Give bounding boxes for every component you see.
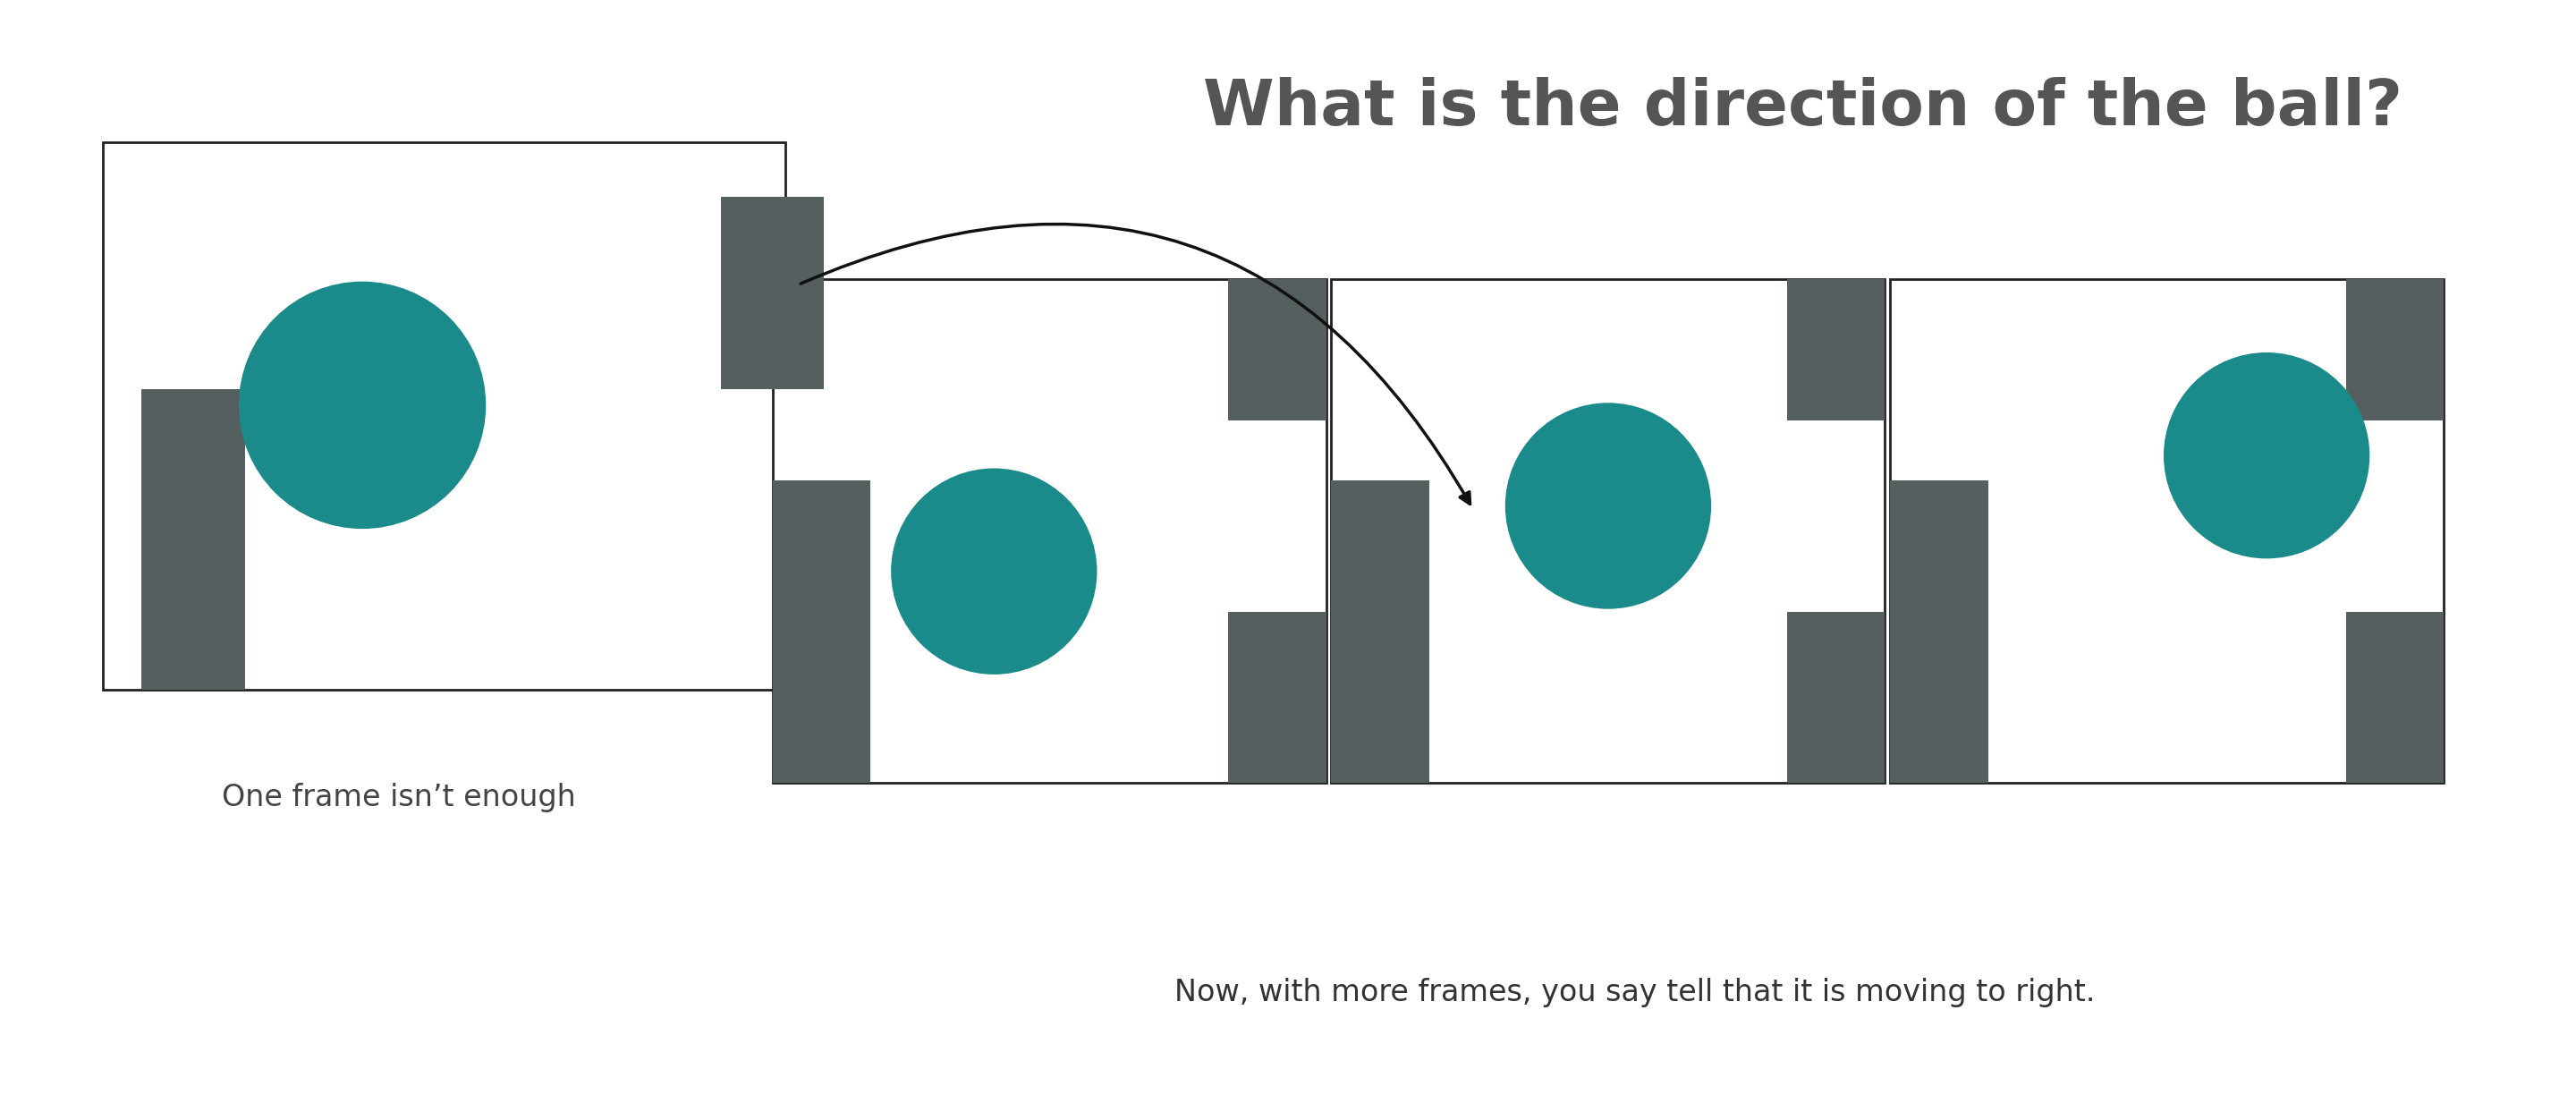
Bar [103,142,786,690]
Bar [142,389,245,690]
Bar [1332,481,1430,783]
Ellipse shape [2164,353,2370,558]
Text: What is the direction of the ball?: What is the direction of the ball? [1203,77,2403,138]
Bar [2347,279,2445,420]
Bar [1229,279,1327,420]
Ellipse shape [891,469,1097,675]
Bar [1788,612,1886,783]
Bar [773,481,871,783]
Bar [1891,481,1989,783]
Text: One frame isn’t enough: One frame isn’t enough [222,783,577,812]
Text: Now, with more frames, you say tell that it is moving to right.: Now, with more frames, you say tell that… [1175,978,2097,1007]
Bar [1891,279,2445,783]
Ellipse shape [1504,403,1710,609]
Bar [721,197,824,389]
Bar [1788,279,1886,420]
Bar [773,279,1327,783]
Ellipse shape [240,281,487,529]
Bar [2347,612,2445,783]
Bar [1229,612,1327,783]
Bar [1332,279,1886,783]
